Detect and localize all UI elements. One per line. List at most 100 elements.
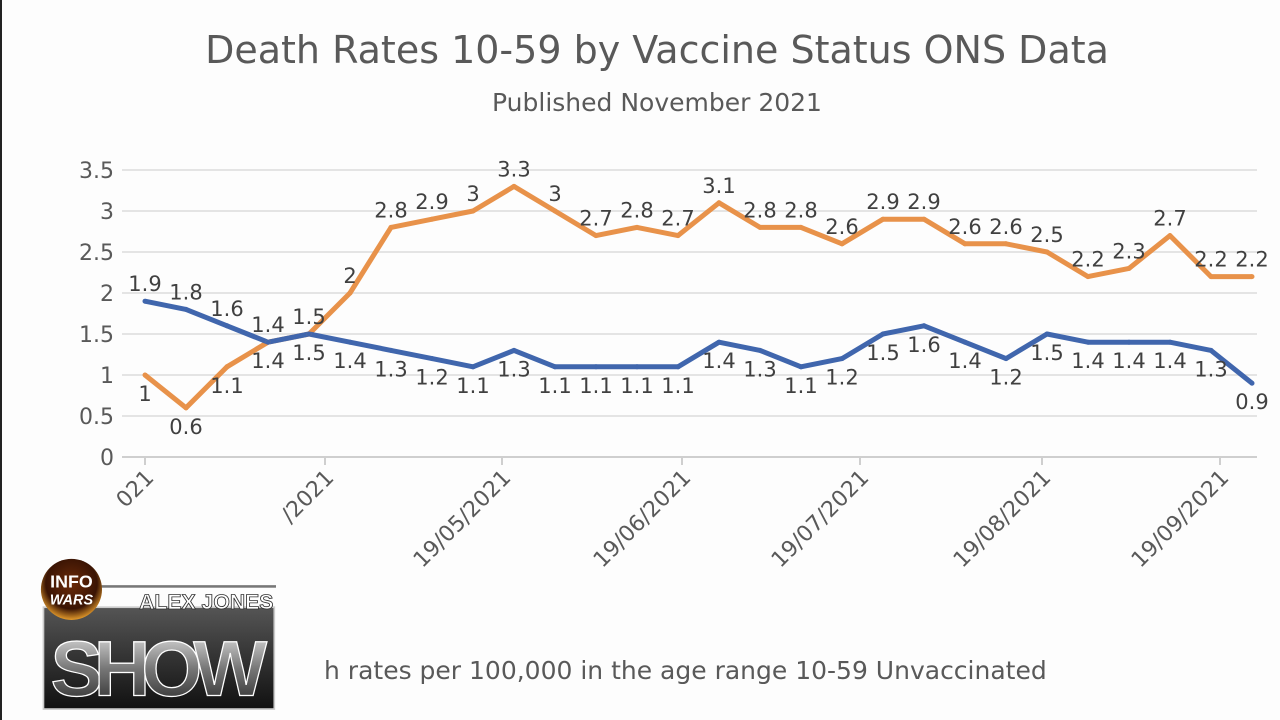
data-point: [470, 364, 476, 370]
data-label: 1.2: [825, 366, 858, 390]
data-label: 0.9: [1235, 390, 1268, 414]
data-label: 1.4: [251, 349, 284, 373]
data-point: [1167, 339, 1173, 345]
data-point: [1208, 347, 1214, 353]
data-point: [798, 364, 804, 370]
data-label: 2.8: [620, 198, 653, 222]
y-tick-label: 2.5: [79, 241, 114, 266]
data-point: [347, 339, 353, 345]
y-tick-label: 0.5: [79, 405, 114, 430]
data-label: 1.6: [907, 333, 940, 357]
data-label: 1.3: [743, 357, 776, 381]
data-point: [1126, 265, 1132, 271]
data-point: [757, 224, 763, 230]
data-point: [224, 323, 230, 329]
y-tick-label: 1: [100, 364, 114, 389]
data-point: [1003, 241, 1009, 247]
data-point: [511, 347, 517, 353]
data-point: [388, 347, 394, 353]
data-point: [757, 347, 763, 353]
data-label: 1.1: [538, 374, 571, 398]
data-point: [347, 290, 353, 296]
data-label: 2.8: [374, 198, 407, 222]
data-label: 1: [138, 382, 151, 406]
data-point: [1085, 274, 1091, 280]
data-label: 1.5: [292, 341, 325, 365]
data-label: 2.8: [784, 198, 817, 222]
data-point: [716, 200, 722, 206]
data-point: [1085, 339, 1091, 345]
infowars-logo: SHOW ALEX JONES INFO WARS: [40, 558, 276, 713]
data-point: [511, 183, 517, 189]
data-label: 2.7: [661, 207, 694, 231]
data-point: [962, 339, 968, 345]
data-label: 2.6: [989, 215, 1022, 239]
data-point: [470, 208, 476, 214]
data-label: 1.5: [292, 305, 325, 329]
data-point: [1003, 356, 1009, 362]
data-point: [593, 233, 599, 239]
data-point: [675, 233, 681, 239]
data-point: [880, 216, 886, 222]
data-label: 2: [343, 264, 356, 288]
data-point: [716, 339, 722, 345]
data-point: [183, 306, 189, 312]
data-point: [1044, 249, 1050, 255]
data-label: 2.9: [907, 190, 940, 214]
data-point: [183, 405, 189, 411]
data-point: [224, 364, 230, 370]
data-label: 1.6: [210, 297, 243, 321]
data-point: [265, 339, 271, 345]
data-point: [839, 356, 845, 362]
y-tick-label: 1.5: [79, 323, 114, 348]
x-tick-label: /2021: [277, 466, 340, 529]
x-tick-label: 19/06/2021: [589, 466, 696, 573]
data-point: [1249, 380, 1255, 386]
data-label: 2.9: [415, 190, 448, 214]
logo-show-text: SHOW: [51, 624, 268, 712]
data-label: 3.3: [497, 157, 530, 181]
data-label: 1.2: [989, 366, 1022, 390]
data-label: 2.2: [1194, 248, 1227, 272]
data-label: 3: [548, 182, 561, 206]
data-label: 1.4: [1153, 349, 1186, 373]
data-point: [1249, 274, 1255, 280]
data-point: [839, 241, 845, 247]
data-point: [634, 224, 640, 230]
data-label: 1.4: [702, 349, 735, 373]
data-label: 1.1: [661, 374, 694, 398]
x-tick-label: 19/08/2021: [949, 466, 1056, 573]
data-label: 2.3: [1112, 239, 1145, 263]
data-point: [1044, 331, 1050, 337]
data-label: 1.3: [374, 357, 407, 381]
data-label: 1.4: [333, 349, 366, 373]
x-tick-label: 19/05/2021: [409, 466, 516, 573]
data-label: 1.3: [1194, 357, 1227, 381]
data-label: 1.8: [169, 280, 202, 304]
data-point: [1208, 274, 1214, 280]
data-label: 1.5: [866, 341, 899, 365]
data-label: 1.4: [1112, 349, 1145, 373]
data-point: [1167, 233, 1173, 239]
logo-wars-text: WARS: [50, 593, 94, 609]
data-label: 1.5: [1030, 341, 1063, 365]
chart-subtitle: Published November 2021: [492, 88, 822, 117]
y-tick-label: 3.5: [79, 159, 114, 184]
logo-info-text: INFO: [50, 572, 93, 592]
logo-name-text: ALEX JONES: [139, 591, 273, 614]
data-label: 2.7: [579, 207, 612, 231]
data-label: 2.6: [825, 215, 858, 239]
data-label: 1.1: [784, 374, 817, 398]
data-point: [429, 216, 435, 222]
data-label: 1.1: [456, 374, 489, 398]
y-tick-label: 0: [100, 446, 114, 471]
data-point: [962, 241, 968, 247]
data-label: 1.1: [210, 374, 243, 398]
x-tick-label: 19/07/2021: [767, 466, 874, 573]
data-point: [798, 224, 804, 230]
data-point: [921, 323, 927, 329]
data-point: [388, 224, 394, 230]
data-point: [552, 208, 558, 214]
data-label: 1.2: [415, 366, 448, 390]
